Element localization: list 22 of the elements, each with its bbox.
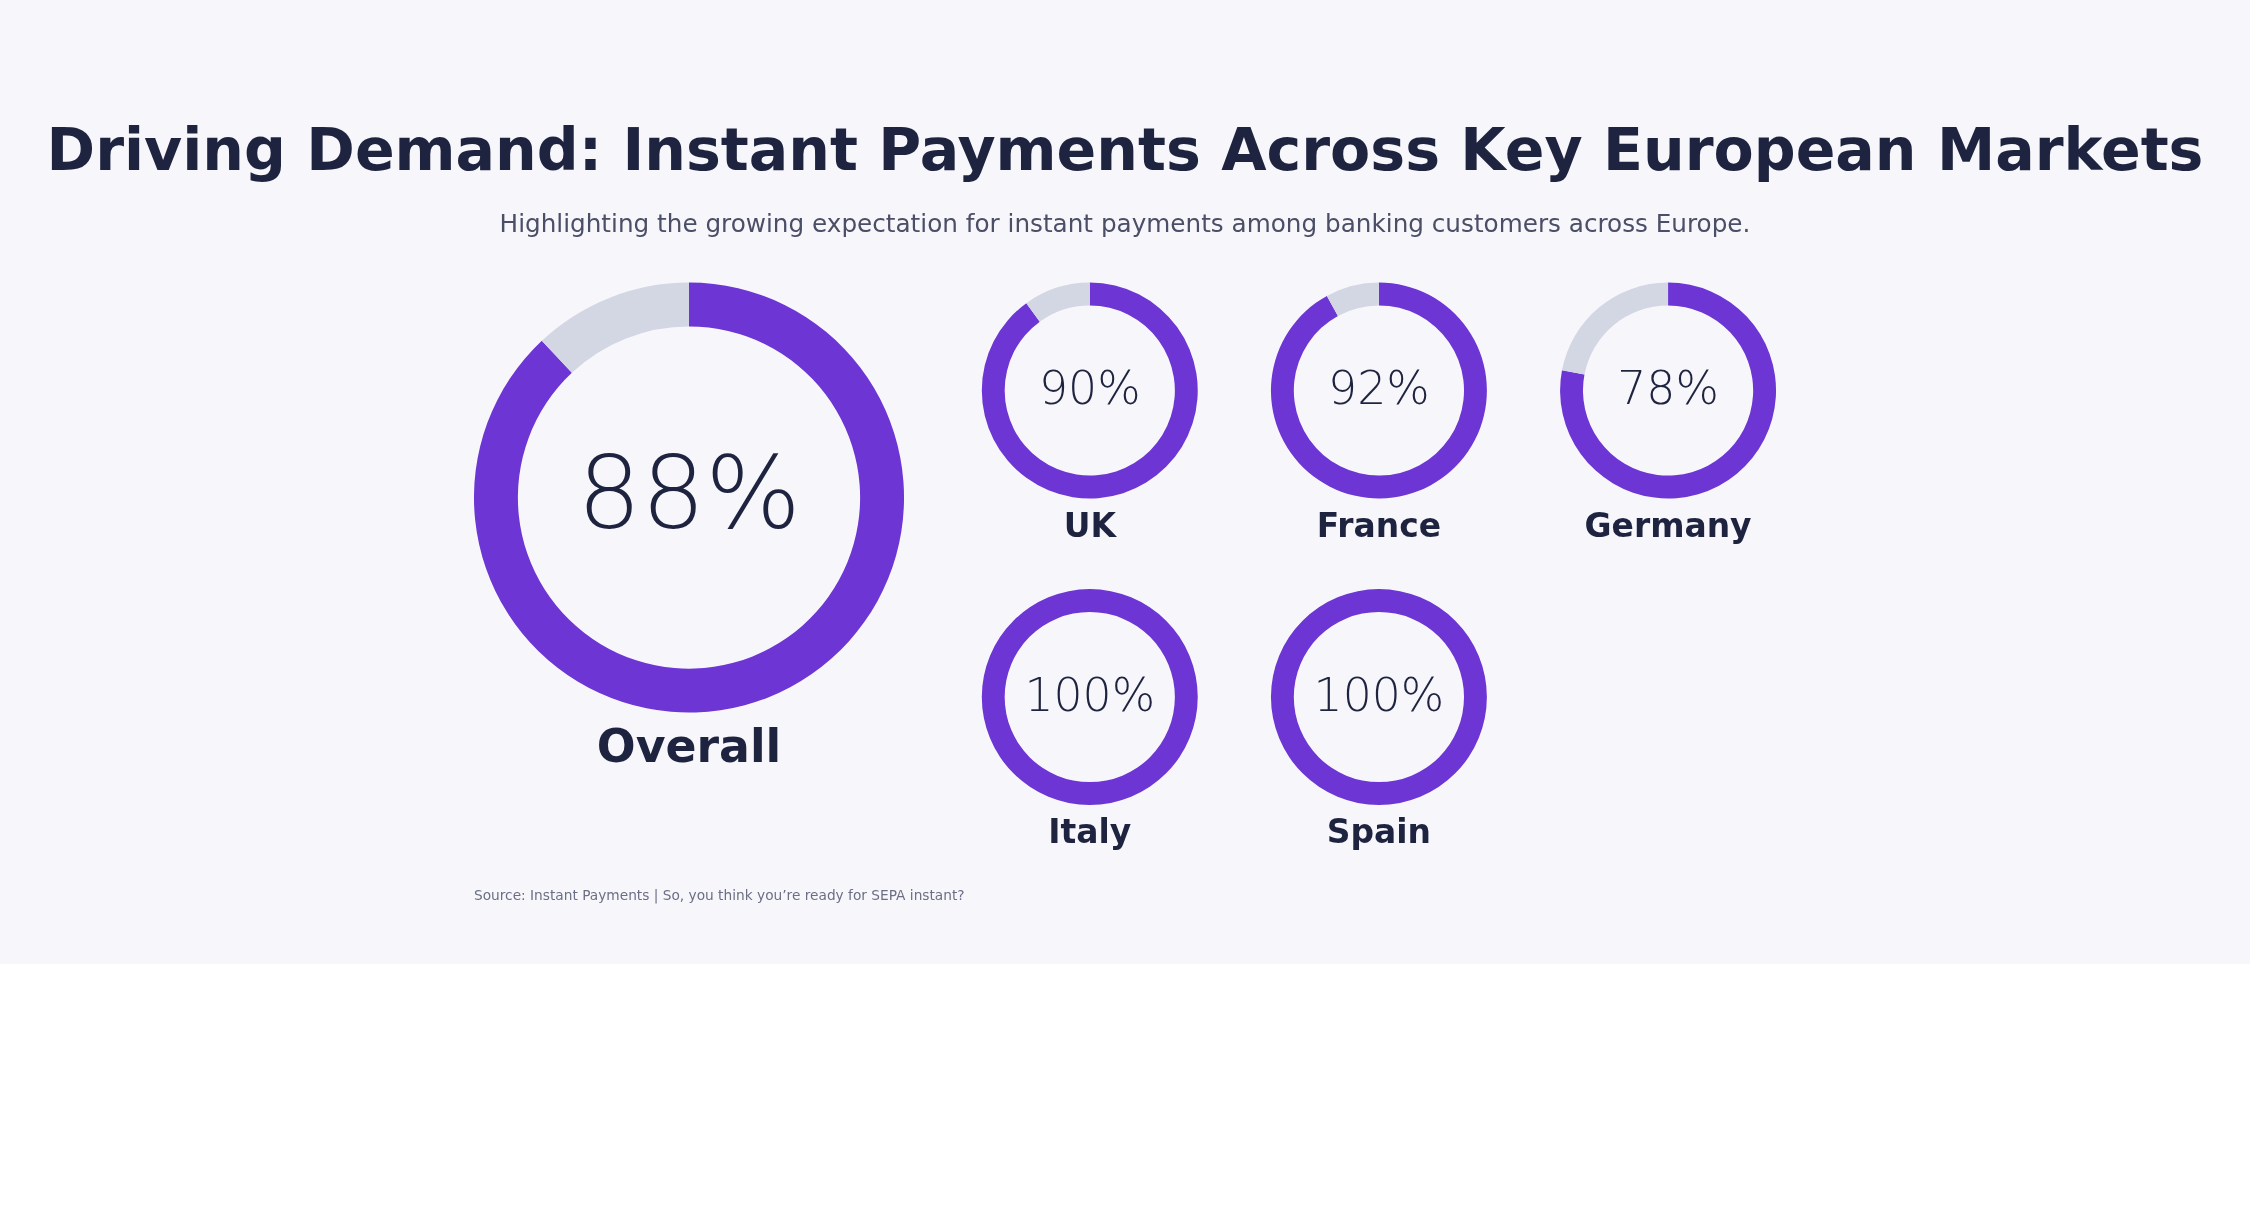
- donut-slice: [541, 282, 689, 373]
- data-label: 92%: [1328, 362, 1430, 416]
- donut-slice: [1026, 282, 1090, 322]
- data-label: 100%: [1313, 668, 1445, 722]
- data-label: 88%: [577, 434, 801, 552]
- text: Overall: [596, 719, 782, 773]
- data-label: 78%: [1617, 362, 1719, 416]
- source-note: Source: Instant Payments | So, you think you’re ready for SEPA instant?: [473, 887, 965, 905]
- text: Spain: [1326, 812, 1432, 852]
- text: UK: [1063, 505, 1118, 545]
- text: Driving Demand: Instant Payments Across Key European Markets: [46, 115, 2204, 184]
- donut-slice: [1326, 282, 1379, 316]
- text: France: [1316, 505, 1442, 545]
- donut-slice: [1271, 282, 1487, 499]
- data-label: 100%: [1024, 668, 1156, 722]
- donut-slice: [474, 282, 904, 713]
- text: Highlighting the growing expectation for instant payments among banking customers across Europe.: [499, 209, 1751, 239]
- donut-slice: [1560, 282, 1776, 499]
- text: Germany: [1584, 505, 1752, 545]
- text: Italy: [1048, 812, 1132, 852]
- data-label: 90%: [1038, 362, 1141, 416]
- donut-slice: [981, 282, 1198, 499]
